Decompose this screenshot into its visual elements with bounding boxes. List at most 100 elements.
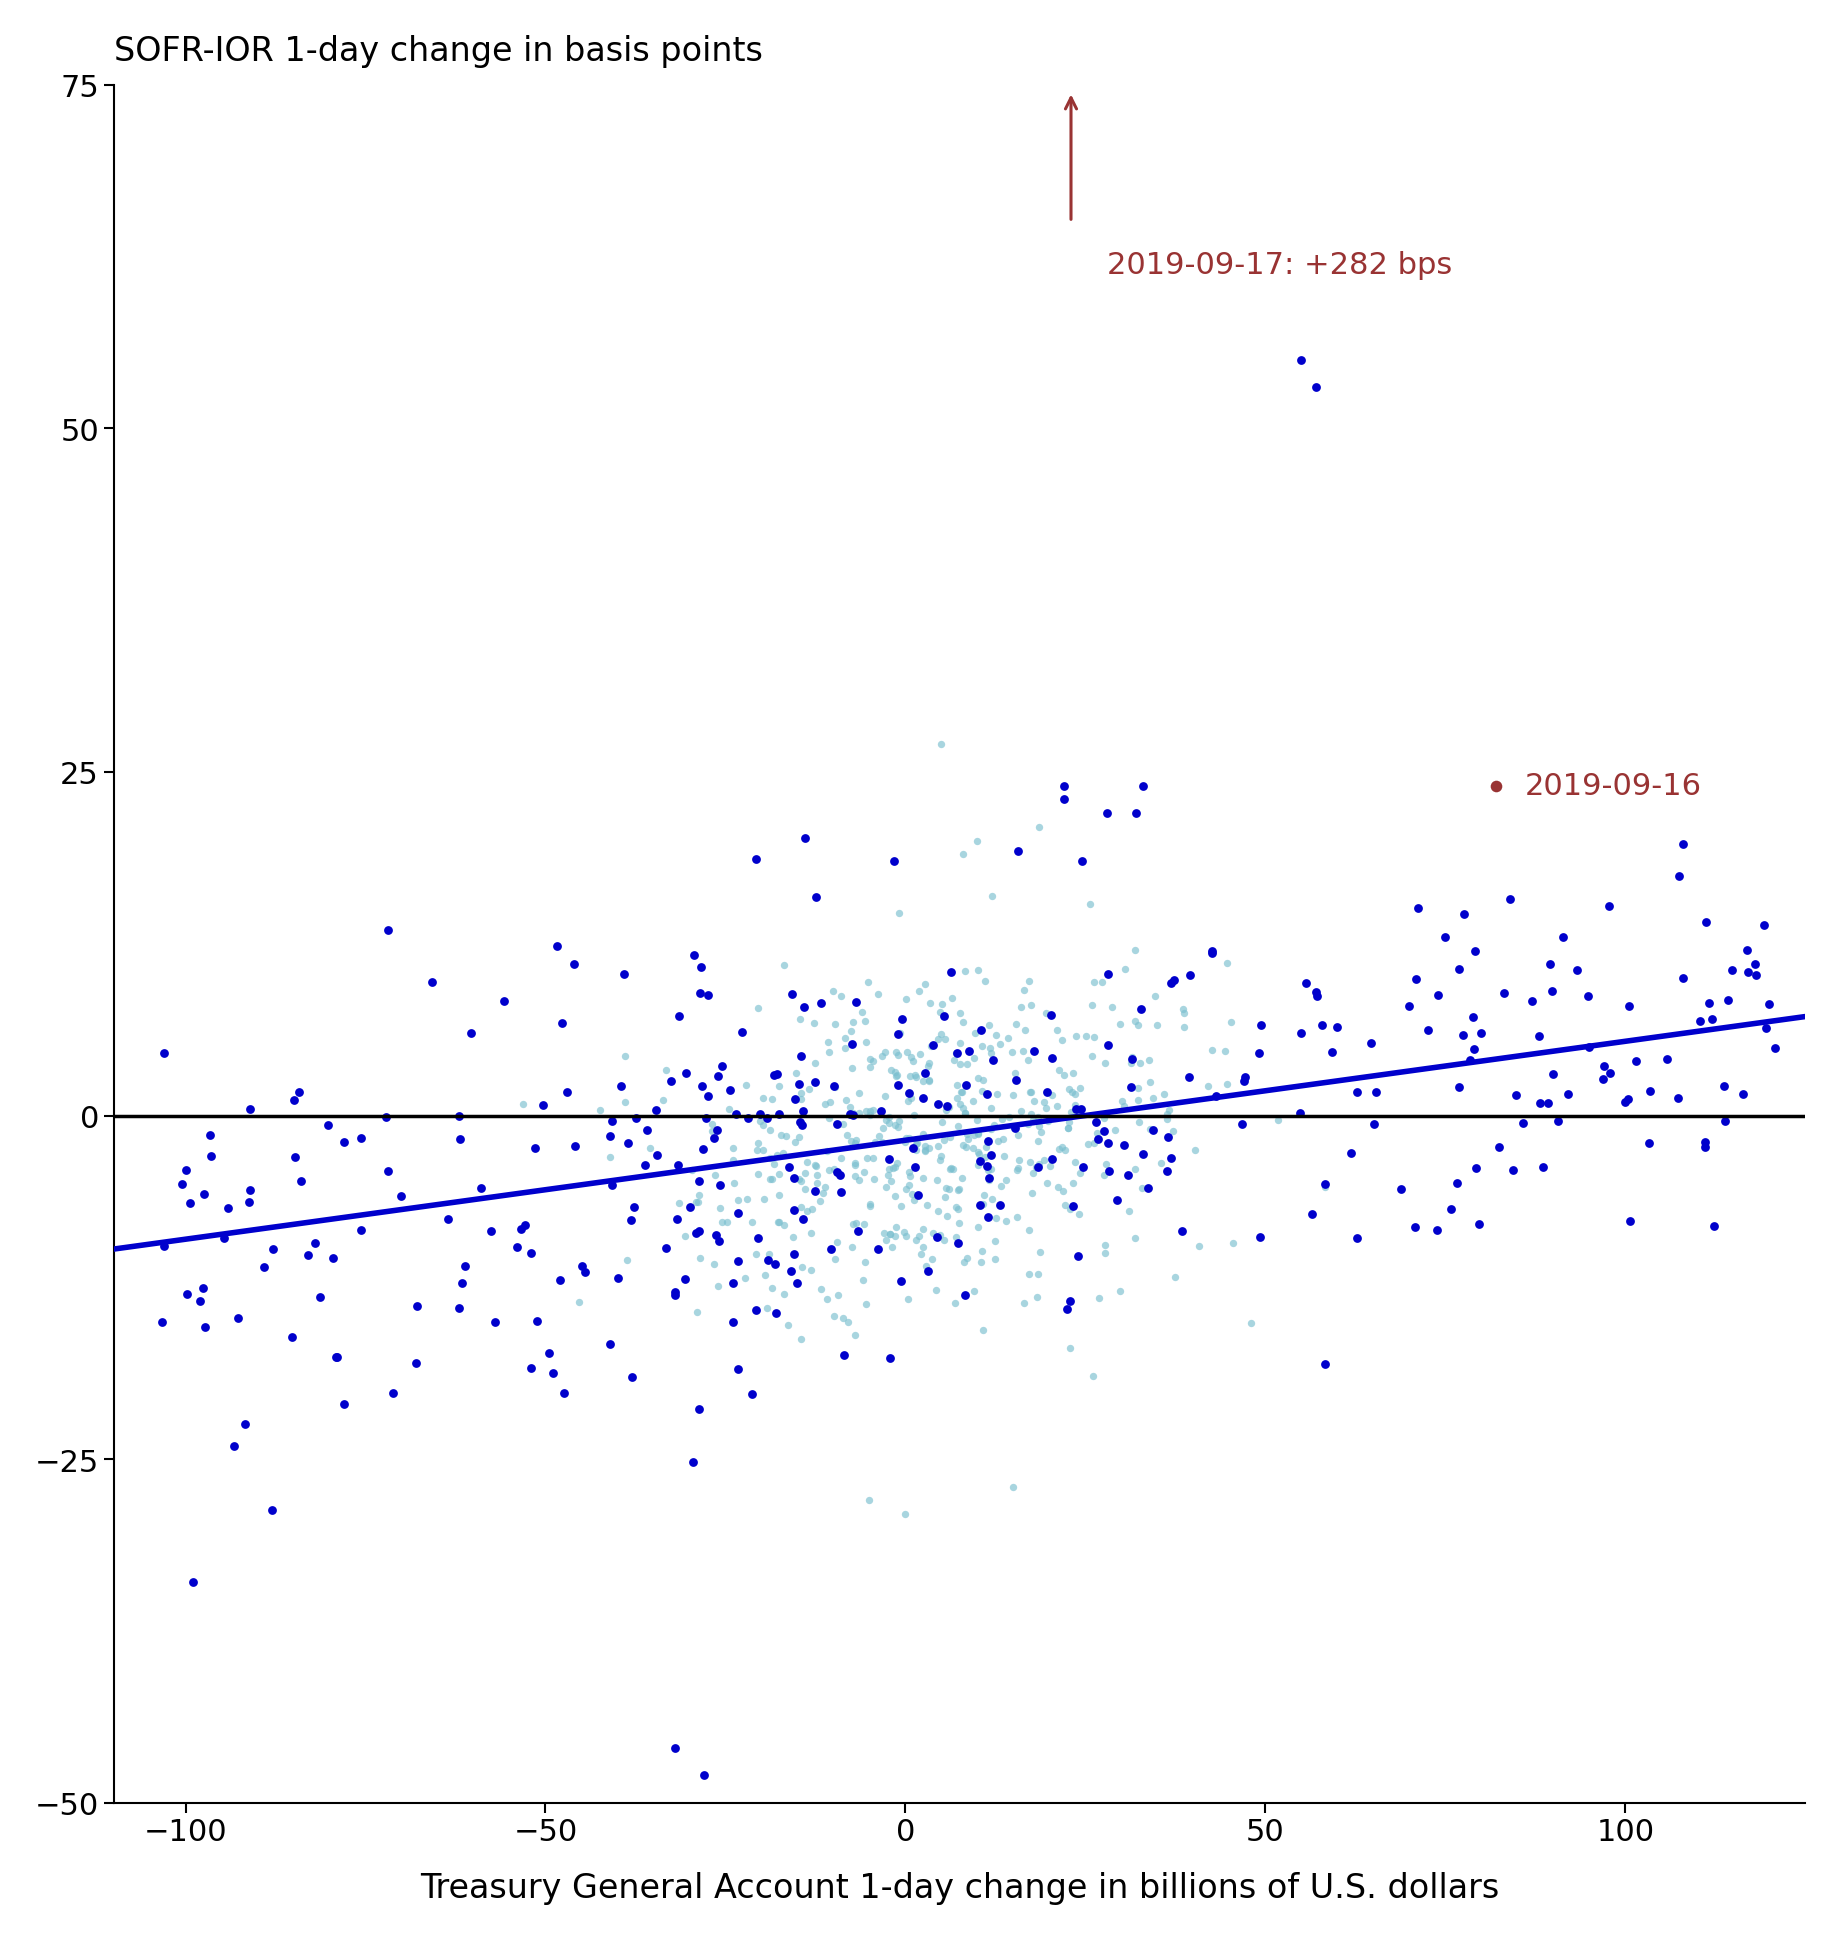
Point [971, 1152, 1000, 1183]
Point [1589, 1051, 1618, 1082]
Point [761, 1297, 791, 1328]
Point [848, 997, 877, 1028]
Point [445, 1293, 474, 1324]
Point [693, 979, 723, 1010]
Point [305, 1282, 335, 1313]
Point [1032, 1169, 1061, 1200]
Point [1092, 1128, 1122, 1160]
Point [1000, 1010, 1030, 1041]
Point [776, 979, 805, 1010]
Point [783, 1163, 813, 1194]
Point [719, 1144, 748, 1175]
Point [1212, 1068, 1241, 1099]
Point [1431, 921, 1460, 952]
Point [829, 1340, 859, 1371]
Point [905, 1222, 934, 1253]
Point [456, 1018, 485, 1049]
Point [1089, 1160, 1118, 1191]
Point [1146, 1148, 1175, 1179]
Point [1022, 1101, 1052, 1132]
Point [813, 1028, 842, 1059]
Point [596, 1142, 625, 1173]
Point [1182, 1231, 1212, 1262]
Point [864, 1121, 894, 1152]
Point [1536, 975, 1565, 1006]
Point [938, 1154, 967, 1185]
Point [706, 1206, 736, 1237]
Point [874, 1154, 903, 1185]
Point [973, 1202, 1002, 1233]
Point [1041, 1014, 1070, 1045]
Point [1096, 993, 1125, 1024]
Point [896, 1161, 925, 1192]
Point [1532, 1088, 1561, 1119]
Point [965, 1146, 995, 1177]
Point [234, 1187, 263, 1218]
Point [800, 1152, 829, 1183]
Point [1716, 956, 1745, 987]
Point [1151, 1156, 1181, 1187]
Point [1263, 1105, 1293, 1136]
Point [1057, 1191, 1087, 1222]
Point [1710, 1105, 1740, 1136]
Point [1133, 1173, 1162, 1204]
Point [1037, 1043, 1067, 1074]
Point [881, 1212, 910, 1243]
Point [861, 1127, 890, 1158]
Point [1032, 1105, 1061, 1136]
Point [978, 1045, 1008, 1076]
Point [741, 843, 771, 874]
Point [1004, 1144, 1034, 1175]
Point [728, 1016, 758, 1047]
Point [1357, 1109, 1387, 1140]
Point [167, 1169, 197, 1200]
Point [1243, 1037, 1273, 1068]
Point [936, 983, 965, 1014]
Point [189, 1313, 219, 1344]
Point [1057, 1059, 1087, 1090]
Point [984, 1030, 1013, 1061]
Point [509, 1210, 539, 1241]
Point [280, 1084, 309, 1115]
Point [719, 1167, 748, 1198]
Point [1355, 1028, 1385, 1059]
Point [1000, 1113, 1030, 1144]
Point [1000, 1059, 1030, 1090]
Point [855, 1485, 885, 1516]
Point [680, 1187, 710, 1218]
Point [758, 1061, 787, 1092]
Point [1070, 1022, 1100, 1053]
Point [1708, 1070, 1738, 1101]
Point [1024, 1150, 1054, 1181]
Point [850, 1006, 879, 1037]
Point [1048, 1177, 1078, 1208]
Point [679, 940, 708, 971]
Point [754, 1239, 783, 1270]
Point [669, 1264, 699, 1295]
Point [1387, 1175, 1416, 1206]
Point [769, 1138, 798, 1169]
Text: 2019-09-16: 2019-09-16 [1525, 772, 1701, 801]
Point [1690, 907, 1719, 938]
Point [1002, 1119, 1032, 1150]
Point [897, 1045, 927, 1076]
Point [942, 1070, 971, 1101]
Point [822, 1158, 851, 1189]
Point [932, 1092, 962, 1123]
Point [962, 826, 991, 857]
Point [1019, 1086, 1048, 1117]
Point [787, 1251, 817, 1282]
Point [857, 1142, 886, 1173]
Point [842, 1216, 872, 1247]
Point [1052, 1113, 1081, 1144]
Point [1008, 1287, 1037, 1319]
Point [857, 1096, 886, 1127]
Point [1087, 966, 1116, 997]
Point [881, 1057, 910, 1088]
Point [1488, 979, 1517, 1010]
Point [723, 1185, 752, 1216]
Point [1083, 1284, 1113, 1315]
Point [1092, 799, 1122, 830]
Point [818, 1154, 848, 1185]
Point [640, 1096, 669, 1127]
